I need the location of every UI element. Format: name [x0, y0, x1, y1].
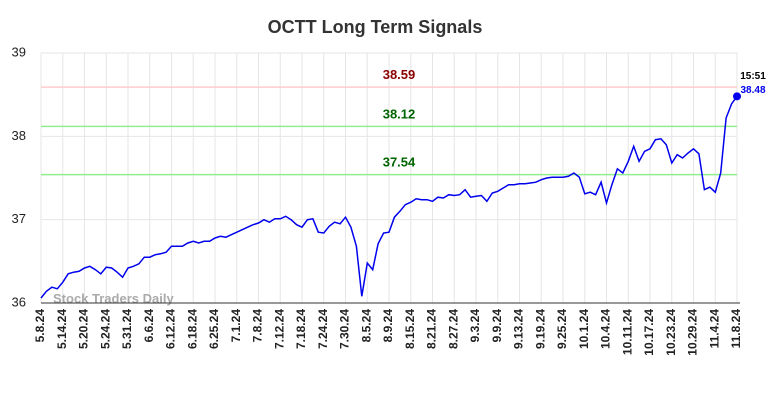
x-tick-label: 11.4.24: [707, 309, 721, 349]
x-tick-label: 7.8.24: [251, 309, 265, 343]
x-tick-label: 11.8.24: [729, 309, 743, 349]
x-tick-label: 9.19.24: [533, 309, 547, 349]
x-tick-label: 9.9.24: [490, 309, 504, 343]
x-tick-label: 5.31.24: [120, 309, 134, 349]
x-tick-label: 8.15.24: [403, 309, 417, 349]
x-tick-label: 8.9.24: [381, 309, 395, 343]
last-value: 38.48: [740, 85, 765, 96]
x-tick-label: 8.21.24: [425, 309, 439, 349]
last-time: 15:51: [740, 71, 766, 82]
x-tick-label: 9.13.24: [512, 309, 526, 349]
signal-label: 37.54: [383, 155, 416, 170]
last-point: [733, 92, 741, 101]
x-tick-label: 8.27.24: [446, 309, 460, 349]
x-tick-label: 7.1.24: [229, 309, 243, 343]
x-tick-label: 6.18.24: [185, 309, 199, 349]
x-tick-label: 7.24.24: [316, 309, 330, 349]
x-tick-label: 7.12.24: [272, 309, 286, 349]
x-tick-label: 10.11.24: [620, 309, 634, 355]
watermark: Stock Traders Daily: [53, 291, 174, 306]
y-tick-label: 39: [12, 44, 26, 59]
x-tick-label: 10.4.24: [599, 309, 613, 349]
x-tick-label: 8.5.24: [359, 309, 373, 343]
x-tick-label: 7.18.24: [294, 309, 308, 349]
x-tick-label: 6.6.24: [142, 309, 156, 343]
x-tick-label: 10.23.24: [664, 309, 678, 356]
x-tick-label: 6.12.24: [164, 309, 178, 349]
signal-label: 38.59: [383, 67, 416, 82]
y-tick-label: 38: [12, 128, 26, 143]
x-tick-label: 7.30.24: [338, 309, 352, 349]
x-tick-label: 10.17.24: [642, 309, 656, 356]
x-tick-label: 5.14.24: [55, 309, 69, 349]
x-tick-label: 5.20.24: [77, 309, 91, 349]
x-tick-label: 5.24.24: [98, 309, 112, 349]
x-tick-label: 10.29.24: [686, 309, 700, 356]
x-tick-label: 5.8.24: [33, 309, 47, 343]
signal-label: 38.12: [383, 106, 416, 121]
x-tick-label: 6.25.24: [207, 309, 221, 349]
y-tick-label: 36: [12, 294, 26, 309]
x-tick-label: 9.25.24: [555, 309, 569, 349]
x-tick-label: 9.3.24: [468, 309, 482, 343]
chart-title: OCTT Long Term Signals: [268, 17, 483, 37]
x-tick-label: 10.1.24: [577, 309, 591, 349]
y-tick-label: 37: [12, 211, 26, 226]
price-line: [40, 95, 738, 299]
